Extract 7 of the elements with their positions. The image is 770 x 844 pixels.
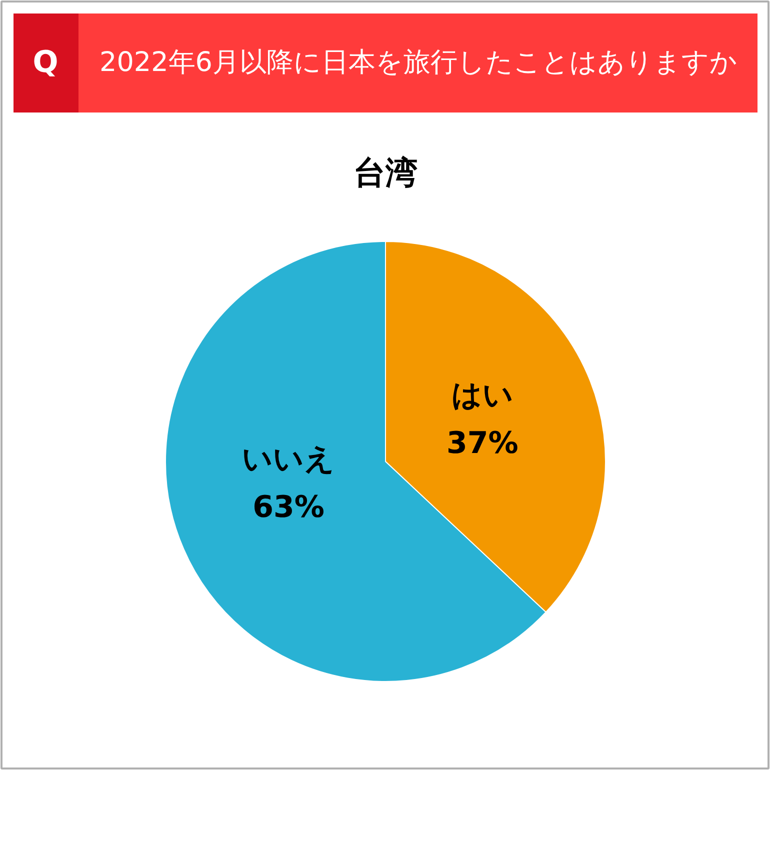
slice-label: はい [451, 378, 514, 414]
chart-subtitle: 台湾 [354, 154, 418, 192]
text: Q [32, 45, 58, 80]
data-label: 37% [446, 426, 518, 462]
chart-title: 2022年6月以降に日本を旅行したことはありますか [100, 47, 738, 78]
data-label: 63% [252, 490, 324, 525]
slice-label: いいえ [242, 442, 336, 477]
